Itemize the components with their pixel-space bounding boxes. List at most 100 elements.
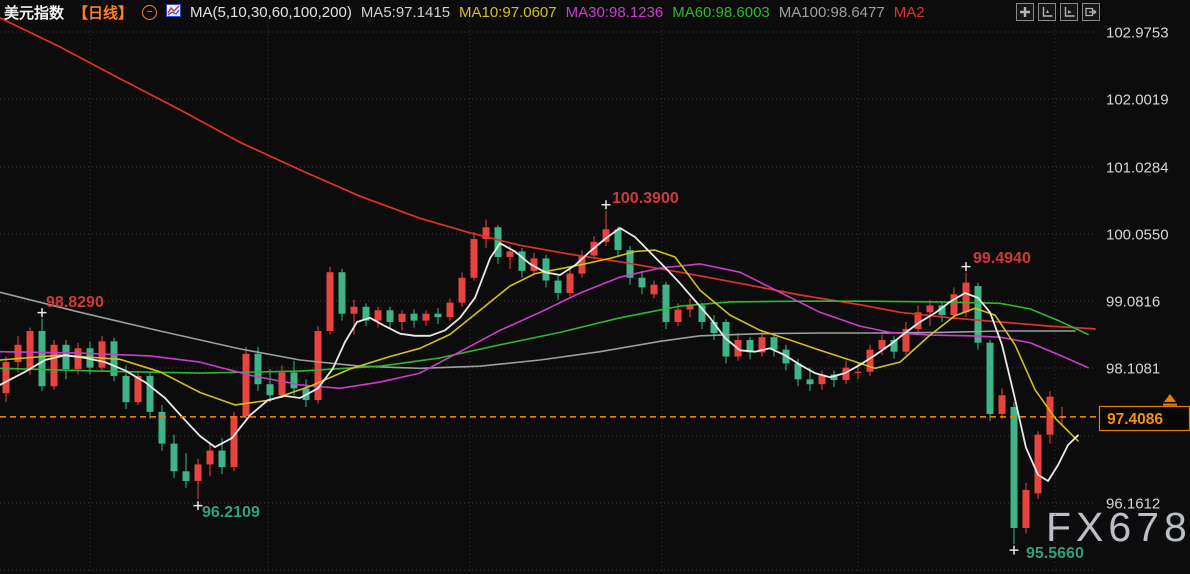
candle-down	[554, 275, 562, 300]
candle-down	[974, 282, 982, 350]
axis-anchor-left-icon[interactable]	[1038, 3, 1056, 21]
candle-down	[158, 404, 166, 451]
candle-body	[506, 251, 514, 258]
kline-chart-icon[interactable]	[166, 3, 182, 22]
candle-down	[770, 334, 778, 357]
candle-body	[554, 280, 562, 293]
candle-up	[950, 287, 958, 320]
price-annotation-95.5660: 95.5660	[1026, 545, 1084, 562]
ma-summary-label: MA(5,10,30,60,100,200)	[190, 4, 352, 21]
candle-down	[662, 281, 670, 329]
candle-body	[746, 339, 754, 353]
current-price-layer: 97.4086	[0, 394, 1190, 432]
candle-body	[266, 384, 274, 396]
ma10-value: MA10:97.0607	[459, 4, 557, 21]
candle-down	[146, 371, 154, 419]
high-marker-cross	[601, 200, 611, 210]
candle-body	[218, 450, 226, 468]
kline-chart-icon-svg	[166, 4, 182, 17]
ma-line-MA5	[0, 227, 1079, 482]
candle-up	[374, 306, 382, 328]
candle-body	[854, 371, 862, 373]
candle-body	[278, 372, 286, 396]
grid-layer	[0, 22, 1096, 574]
candle-up	[446, 298, 454, 321]
candle-down	[254, 346, 262, 392]
candle-body	[74, 348, 82, 369]
symbol-title: 美元指数	[4, 5, 65, 22]
price-annotation-99.4940: 99.4940	[973, 250, 1031, 267]
candle-body	[890, 339, 898, 352]
candle-body	[974, 286, 982, 343]
candlestick-layer	[2, 210, 1066, 545]
candle-down	[362, 303, 370, 327]
ma-line-MA30	[0, 263, 1089, 390]
candle-body	[1046, 396, 1054, 435]
candle-up	[14, 335, 22, 373]
candle-down	[290, 360, 298, 396]
axis-anchor-right-icon[interactable]	[1060, 3, 1078, 21]
collapse-indicator-icon[interactable]: −	[142, 5, 158, 20]
candle-body	[170, 443, 178, 472]
move-icon[interactable]	[1016, 3, 1034, 21]
candle-body	[962, 282, 970, 313]
candle-up	[194, 458, 202, 500]
candle-body	[650, 284, 658, 295]
candle-body	[230, 415, 238, 468]
candle-body	[290, 372, 298, 389]
price-annotation-98.8290: 98.8290	[46, 294, 104, 311]
y-axis-label: 99.0816	[1106, 294, 1160, 311]
ma-line-MA200	[0, 17, 1096, 330]
price-alert-arrow-base	[1163, 403, 1177, 406]
candle-body	[830, 374, 838, 381]
candle-up	[314, 326, 322, 404]
candle-down	[122, 365, 130, 410]
candle-up	[926, 299, 934, 327]
candle-up	[2, 356, 10, 403]
candle-up	[914, 305, 922, 334]
candle-up	[962, 272, 970, 318]
candle-body	[602, 229, 610, 242]
candle-body	[530, 258, 538, 271]
candle-body	[794, 363, 802, 380]
candle-up	[326, 266, 334, 335]
candle-down	[338, 268, 346, 321]
chart-header: 美元指数 【日线】 − MA(5,10,30,60,100,200) MA5:9…	[0, 0, 1190, 22]
candle-body	[14, 344, 22, 363]
candle-body	[698, 305, 706, 322]
pan-right-icon[interactable]	[1082, 3, 1100, 21]
low-marker-cross	[193, 501, 203, 511]
y-axis-label: 100.0550	[1106, 227, 1169, 244]
candle-up	[686, 298, 694, 318]
candle-up	[566, 268, 574, 297]
y-axis-layer: 102.9753 102.0019 101.0284 100.0550 99.0816 9…	[1106, 25, 1169, 513]
candle-body	[518, 251, 526, 271]
y-axis-label: 98.1081	[1106, 361, 1160, 378]
fx678-watermark: FX678	[1046, 504, 1190, 550]
candle-body	[494, 227, 502, 258]
candle-body	[566, 273, 574, 293]
candle-body	[686, 305, 694, 310]
candle-body	[638, 277, 646, 288]
candle-body	[710, 321, 718, 334]
candle-up	[1034, 431, 1042, 499]
candle-body	[50, 344, 58, 387]
chart-toolbar	[1016, 3, 1100, 21]
candle-down	[746, 337, 754, 360]
candle-body	[1034, 434, 1042, 494]
ma60-value: MA60:98.6003	[672, 4, 770, 21]
candle-up	[602, 210, 610, 246]
candle-up	[134, 370, 142, 405]
candle-down	[938, 301, 946, 322]
candle-body	[938, 305, 946, 316]
price-alert-arrow-icon	[1164, 394, 1176, 402]
candle-body	[926, 305, 934, 313]
candle-body	[1010, 407, 1018, 528]
candle-body	[26, 330, 34, 369]
candle-body	[482, 227, 490, 240]
candle-body	[62, 344, 70, 369]
candle-body	[458, 277, 466, 303]
candle-up	[50, 339, 58, 390]
